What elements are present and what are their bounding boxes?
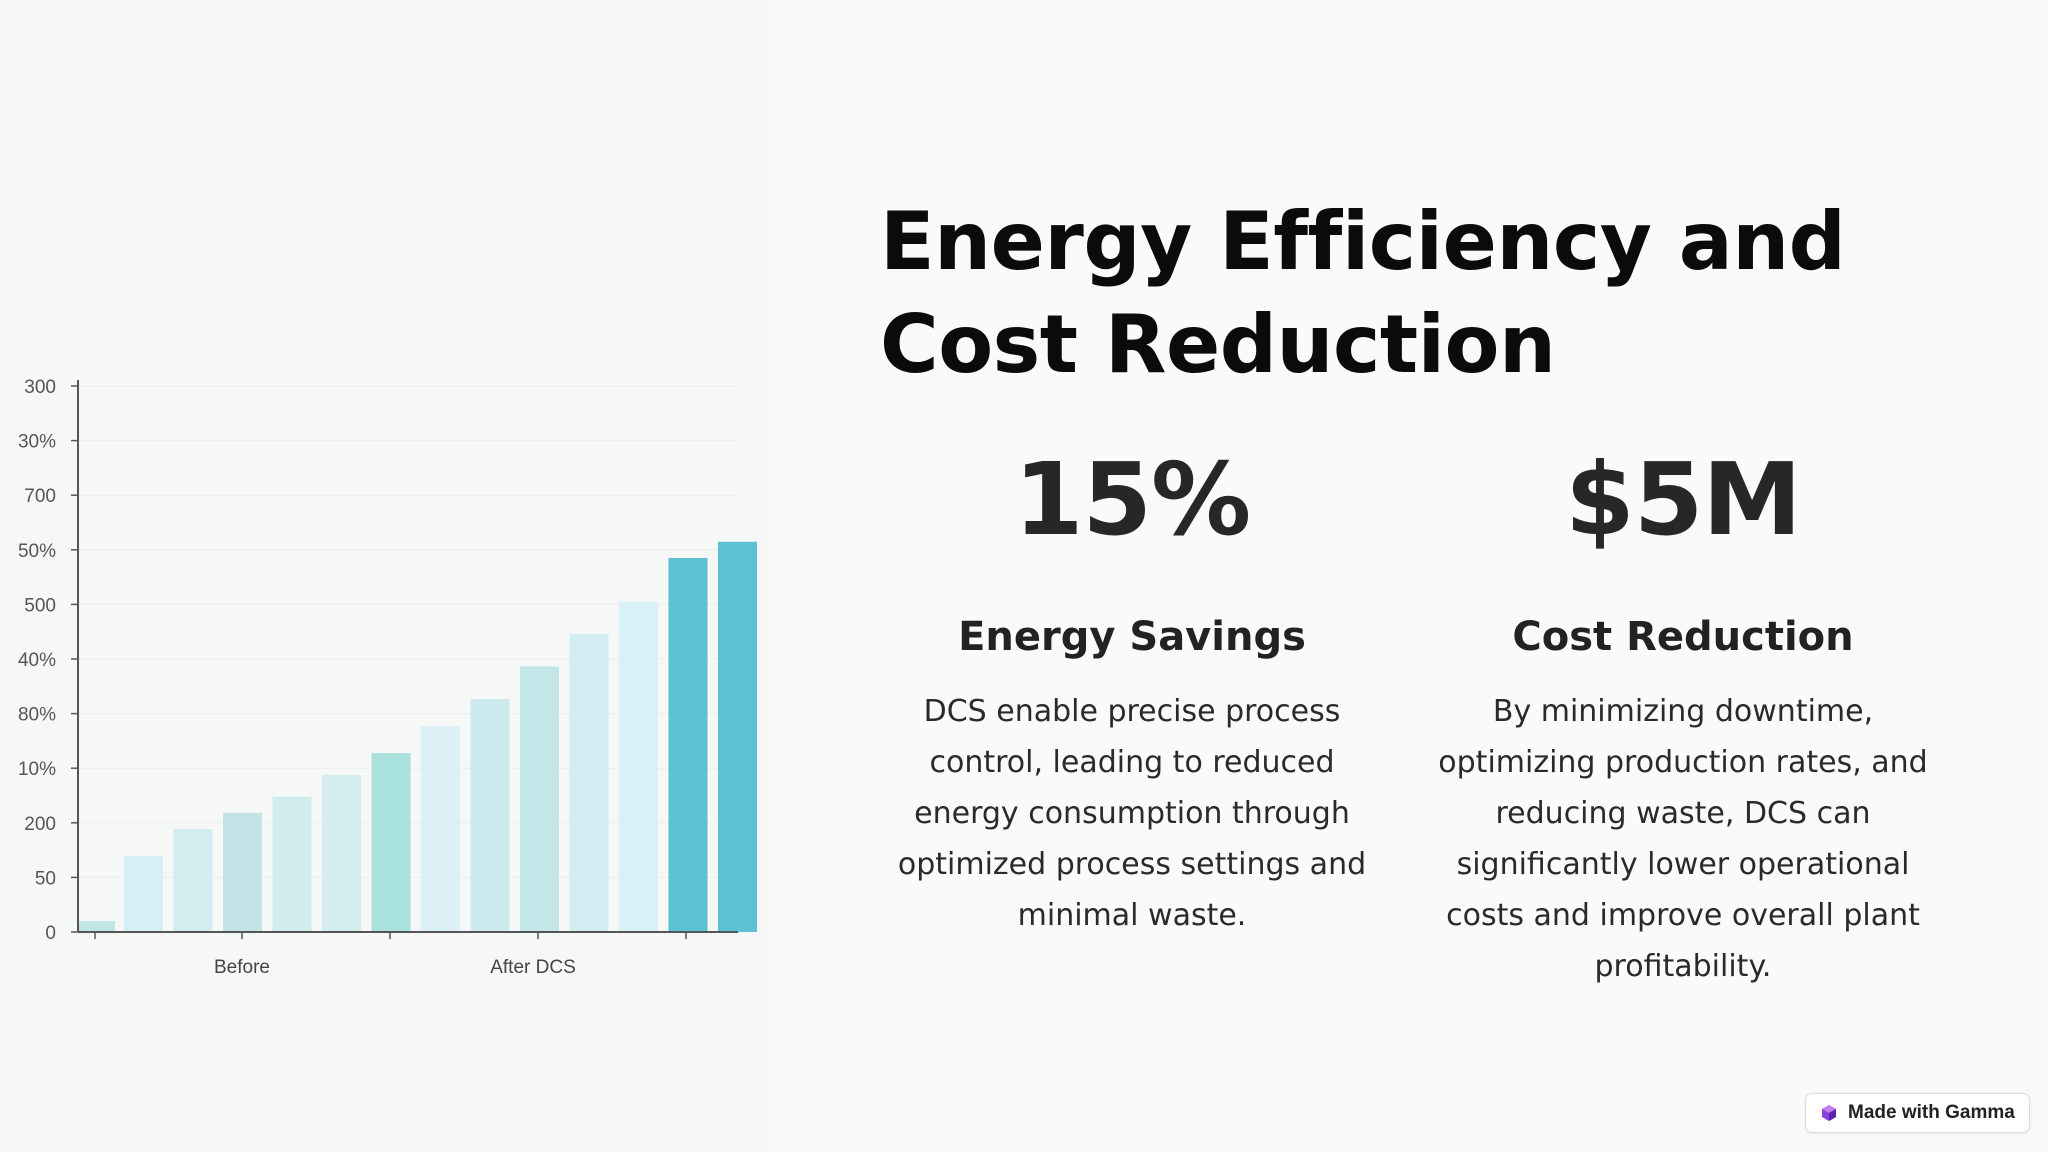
- stat-cost-reduction: $5M Cost Reduction By minimizing downtim…: [1423, 440, 1943, 992]
- bar: [322, 774, 361, 932]
- y-tick-label: 50: [35, 868, 56, 889]
- stat-value: 15%: [1013, 441, 1251, 558]
- made-with-gamma-badge[interactable]: Made with Gamma: [1805, 1093, 2030, 1133]
- y-tick-label: 40%: [18, 650, 56, 671]
- x-tick-label: Before: [214, 957, 270, 978]
- stat-heading: Energy Savings: [958, 614, 1306, 660]
- bar: [718, 541, 757, 932]
- bar: [569, 633, 609, 932]
- stat-value: $5M: [1565, 441, 1802, 558]
- bar: [272, 796, 312, 932]
- badge-label: Made with Gamma: [1848, 1102, 2015, 1123]
- bar: [223, 812, 262, 932]
- gamma-logo-icon: [1822, 1105, 1836, 1121]
- bar: [79, 921, 115, 932]
- stat-description: By minimizing downtime, optimizing produ…: [1438, 694, 1928, 984]
- y-tick-label: 300: [24, 377, 56, 398]
- bar: [619, 601, 658, 932]
- x-tick-label: After DCS: [490, 957, 576, 978]
- y-tick-label: 700: [24, 486, 56, 507]
- bar: [173, 829, 213, 932]
- y-tick-label: 80%: [18, 705, 56, 726]
- bar: [520, 666, 559, 932]
- chart-panel: 0 50 200 10% 80% 40% 500 50% 700 30% 300 Before Afte…: [0, 0, 768, 1152]
- stat-description: DCS enable precise process control, lead…: [897, 694, 1367, 933]
- y-tick-label: 0: [45, 923, 56, 944]
- stat-heading: Cost Reduction: [1512, 614, 1854, 660]
- slide-title: Energy Efficiency and Cost Reduction: [880, 195, 1846, 391]
- stat-energy-savings: 15% Energy Savings DCS enable precise pr…: [872, 440, 1392, 941]
- bar: [668, 558, 708, 932]
- bar-chart: 0 50 200 10% 80% 40% 500 50% 700 30% 300 Before Afte…: [18, 377, 757, 978]
- y-tick-label: 200: [24, 814, 56, 835]
- bar: [470, 698, 510, 932]
- bar: [371, 753, 411, 932]
- y-tick-label: 50%: [18, 541, 56, 562]
- y-tick-label: 500: [24, 595, 56, 616]
- bar: [124, 856, 163, 932]
- y-tick-label: 10%: [18, 759, 56, 780]
- y-tick-label: 30%: [18, 432, 56, 453]
- bar: [421, 726, 460, 932]
